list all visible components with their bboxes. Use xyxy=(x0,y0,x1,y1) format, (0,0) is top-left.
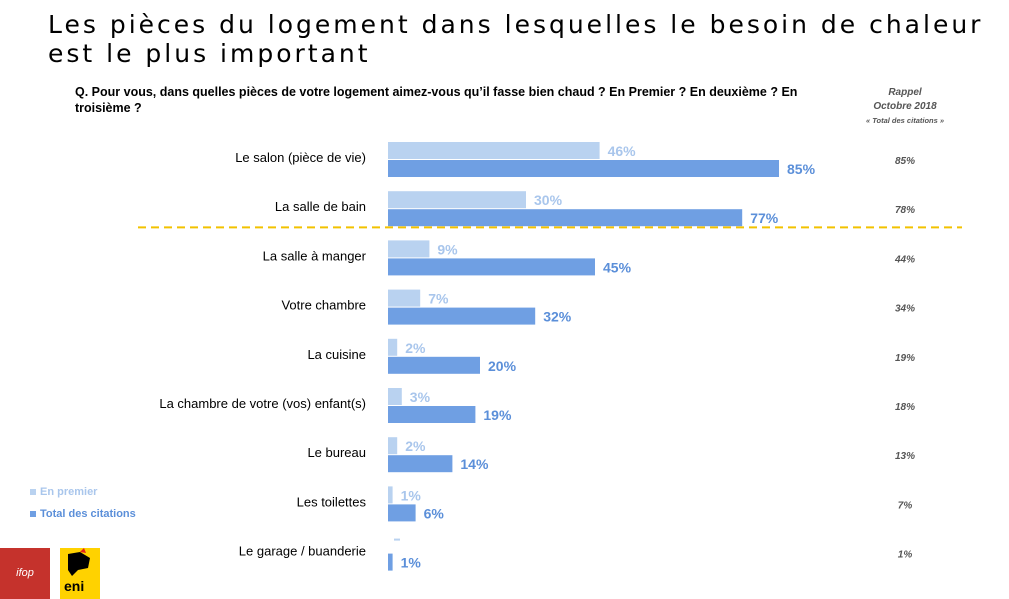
bar-total xyxy=(388,455,453,473)
rappel-value: 1% xyxy=(898,550,913,561)
rappel-date: Octobre 2018 xyxy=(873,101,937,112)
bar-first-label: 1% xyxy=(401,487,422,503)
bar-first xyxy=(388,388,402,405)
ifop-logo-text: ifop xyxy=(16,567,34,579)
category-label: La salle de bain xyxy=(275,199,366,214)
category-label: Le salon (pièce de vie) xyxy=(235,150,366,165)
question-text: Q. Pour vous, dans quelles pièces de vot… xyxy=(75,85,798,115)
rappel-value: 18% xyxy=(895,402,915,413)
legend-total: Total des citations xyxy=(30,508,136,520)
page-title: Les pièces du logement dans lesquelles l… xyxy=(48,10,984,68)
eni-logo-text: eni xyxy=(64,578,85,594)
bar-first-label: 46% xyxy=(608,143,637,159)
rappel-value: 44% xyxy=(894,254,915,265)
ifop-logo: ifop xyxy=(0,548,50,599)
bar-total-label: 45% xyxy=(603,259,632,275)
eni-logo: eni xyxy=(60,548,100,599)
bar-total-label: 77% xyxy=(750,210,779,226)
rappel-value: 13% xyxy=(895,451,915,462)
bar-first xyxy=(388,338,398,356)
legend-first: En premier xyxy=(30,486,97,498)
category-label: La cuisine xyxy=(307,347,366,362)
eni-dog-icon xyxy=(68,548,90,576)
bar-total-label: 19% xyxy=(483,407,512,423)
bar-first xyxy=(388,191,526,209)
bar-first xyxy=(394,538,400,541)
category-label: La chambre de votre (vos) enfant(s) xyxy=(159,396,366,411)
bar-first-label: 7% xyxy=(428,291,449,307)
bar-first xyxy=(388,289,421,307)
legend-first-label: En premier xyxy=(40,486,98,498)
category-label: Votre chambre xyxy=(281,298,366,313)
bar-first-label: 30% xyxy=(534,192,563,208)
category-label: Le bureau xyxy=(307,445,366,460)
rappel-label: Rappel xyxy=(888,87,922,98)
bar-first xyxy=(388,486,393,504)
rappel-value: 85% xyxy=(895,156,915,167)
bar-first-label: 3% xyxy=(410,389,431,405)
bar-total xyxy=(388,504,416,522)
legend-total-swatch xyxy=(30,511,36,518)
bar-first xyxy=(388,437,398,455)
bar-total-label: 32% xyxy=(543,309,572,325)
bar-total xyxy=(388,356,480,374)
rappel-value: 19% xyxy=(895,353,915,364)
legend-total-label: Total des citations xyxy=(40,508,136,520)
category-label: Le garage / buanderie xyxy=(239,544,366,559)
rappel-caption: « Total des citations » xyxy=(865,116,945,125)
bar-first xyxy=(388,142,600,159)
bar-first-label: 9% xyxy=(437,241,458,257)
bar-first xyxy=(388,240,430,258)
bar-total-label: 14% xyxy=(460,456,489,472)
bar-total xyxy=(388,406,476,423)
bar-total-label: 6% xyxy=(424,505,445,521)
bar-total xyxy=(388,209,743,227)
bar-total xyxy=(388,258,595,276)
rappel-value: 7% xyxy=(898,500,913,511)
rappel-value: 78% xyxy=(895,205,915,216)
category-label: La salle à manger xyxy=(263,248,367,263)
bar-total-label: 1% xyxy=(401,555,422,571)
bar-first-label: 2% xyxy=(405,438,426,454)
bar-total xyxy=(388,553,393,571)
legend-first-swatch xyxy=(30,489,36,496)
bar-total xyxy=(388,307,536,325)
bar-first-label: 2% xyxy=(405,340,426,356)
category-label: Les toilettes xyxy=(297,494,367,509)
bar-total-label: 20% xyxy=(488,358,517,374)
bar-total-label: 85% xyxy=(787,161,816,177)
rappel-value: 34% xyxy=(895,304,915,315)
rappel-header: Rappel Octobre 2018 « Total des citation… xyxy=(850,86,960,128)
bar-total xyxy=(388,160,779,177)
